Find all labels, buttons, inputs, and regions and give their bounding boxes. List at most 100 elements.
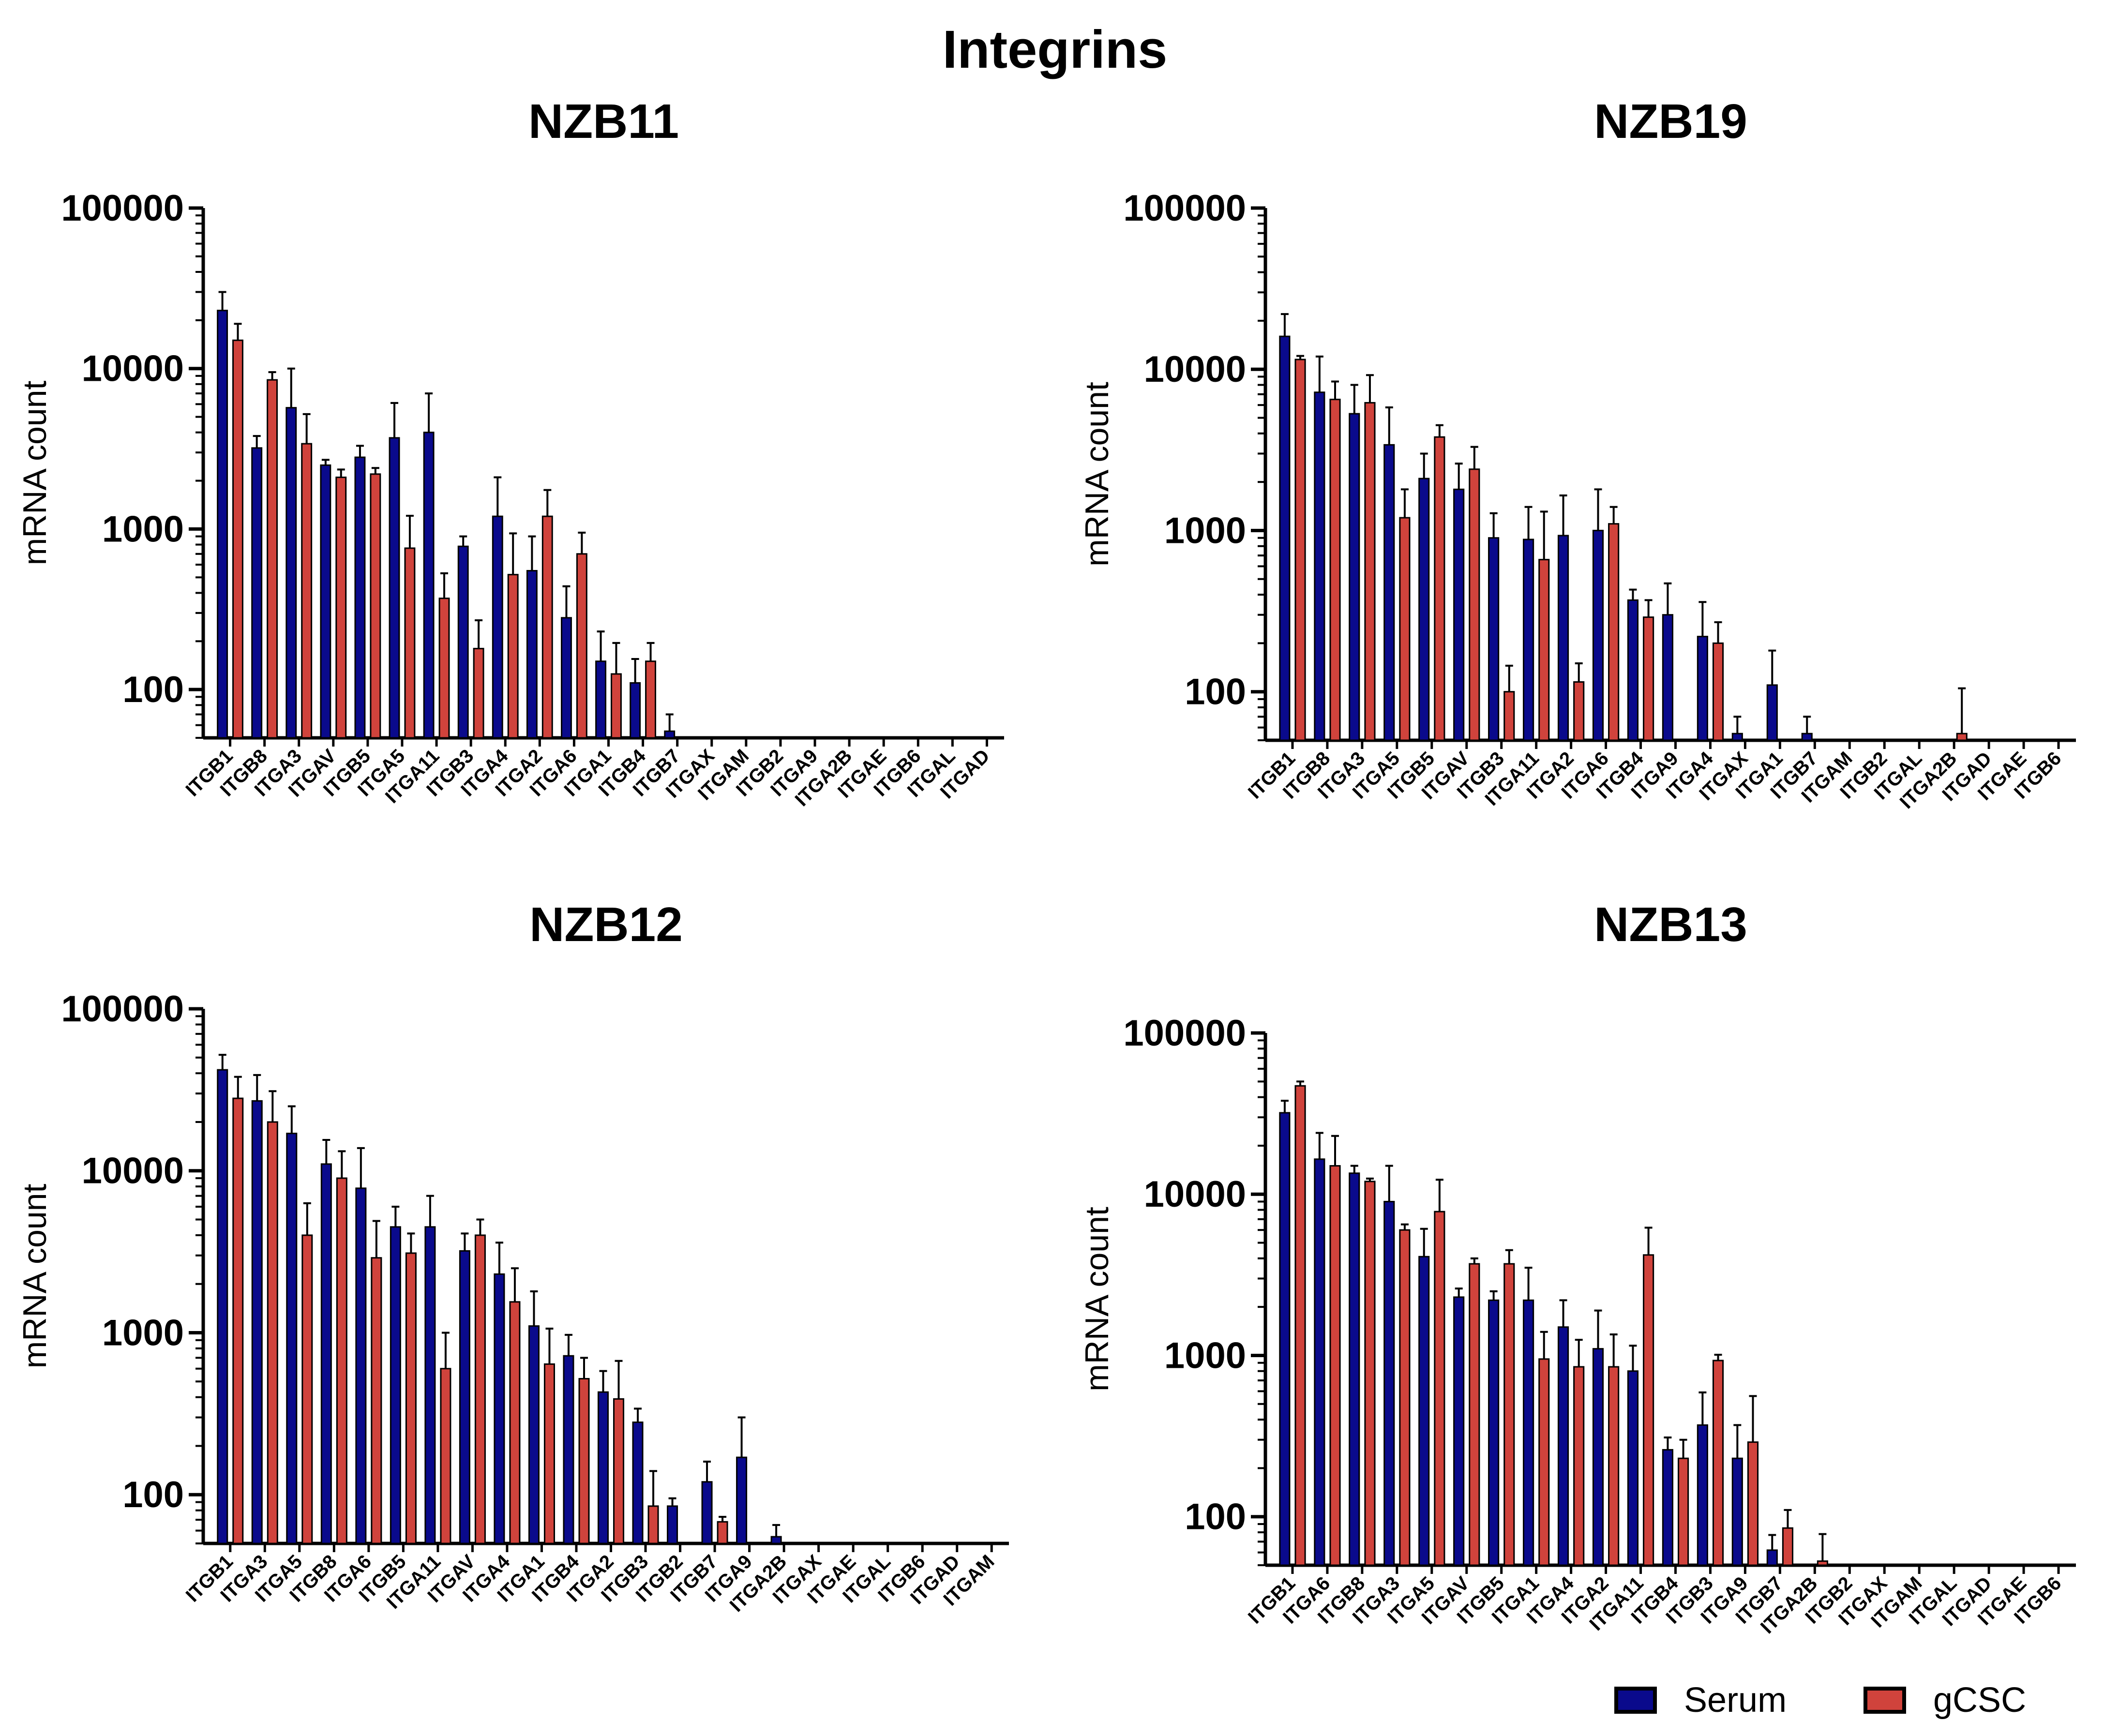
bar-serum xyxy=(1731,1457,1743,1566)
bar-gcsc xyxy=(1817,1560,1828,1566)
y-tick-label: 100 xyxy=(1185,1497,1246,1538)
legend-serum-label: Serum xyxy=(1684,1681,1787,1720)
y-tick-label: 100000 xyxy=(1123,1013,1246,1054)
y-tick-label: 1000 xyxy=(1164,510,1246,551)
bar-serum xyxy=(217,310,228,739)
y-tick-label: 100 xyxy=(122,669,184,710)
bar-gcsc xyxy=(1469,1263,1480,1566)
bar-serum xyxy=(1557,1326,1569,1566)
bar-gcsc xyxy=(647,1505,659,1544)
legend-gcsc-swatch xyxy=(1864,1687,1906,1714)
bar-serum xyxy=(664,730,676,739)
figure-title: Integrins xyxy=(943,20,1168,79)
bar-serum xyxy=(1731,733,1743,741)
bar-serum xyxy=(1627,1370,1639,1566)
bar-serum xyxy=(526,570,538,739)
bar-gcsc xyxy=(370,473,381,739)
y-tick-label: 10000 xyxy=(82,348,184,389)
bar-serum xyxy=(770,1536,782,1544)
bar-serum xyxy=(595,660,607,739)
bar-gcsc xyxy=(1294,1085,1306,1566)
bar-serum xyxy=(561,617,572,739)
bar-gcsc xyxy=(1503,691,1515,741)
bar-serum xyxy=(1418,478,1430,741)
bar-serum xyxy=(1662,1449,1674,1566)
bar-gcsc xyxy=(1503,1263,1515,1566)
bar-gcsc xyxy=(301,443,313,739)
bar-gcsc xyxy=(578,1378,590,1544)
legend-serum-swatch xyxy=(1614,1687,1657,1714)
bar-serum xyxy=(1418,1256,1430,1566)
bar-gcsc xyxy=(1643,1254,1654,1566)
bar-serum xyxy=(1627,599,1639,741)
y-axis-label: mRNA count xyxy=(1079,1207,1115,1392)
bar-gcsc xyxy=(1782,1527,1794,1566)
bar-serum xyxy=(1314,391,1325,741)
bar-gcsc xyxy=(1747,1441,1759,1566)
bar-gcsc xyxy=(507,574,519,739)
y-tick-label: 100 xyxy=(1185,672,1246,713)
bar-serum xyxy=(528,1325,540,1544)
bar-serum xyxy=(390,1226,401,1544)
bar-serum xyxy=(251,1100,263,1544)
bar-gcsc xyxy=(1608,1366,1620,1566)
bar-serum xyxy=(1592,1348,1604,1566)
bar-gcsc xyxy=(611,673,622,739)
y-tick-label: 10000 xyxy=(82,1151,184,1192)
y-tick-label: 10000 xyxy=(1144,1174,1246,1215)
bar-serum xyxy=(389,437,400,739)
bar-serum xyxy=(1349,1172,1360,1566)
bar-serum xyxy=(1766,684,1778,741)
bar-serum xyxy=(1766,1549,1778,1566)
bar-gcsc xyxy=(440,1368,451,1544)
bar-serum xyxy=(736,1456,748,1544)
bar-serum xyxy=(563,1355,574,1544)
bar-gcsc xyxy=(1399,517,1411,741)
y-tick-label: 1000 xyxy=(1164,1335,1246,1376)
bar-gcsc xyxy=(576,553,587,739)
legend-gcsc-label: gCSC xyxy=(1933,1681,2026,1720)
bar-gcsc xyxy=(267,379,278,739)
bar-gcsc xyxy=(1573,1366,1585,1566)
y-axis-label: mRNA count xyxy=(16,1184,53,1369)
bar-serum xyxy=(1557,535,1569,741)
bar-gcsc xyxy=(1573,681,1585,741)
bar-serum xyxy=(423,432,435,739)
bar-serum xyxy=(632,1422,644,1544)
bar-serum xyxy=(1279,335,1291,741)
bar-gcsc xyxy=(335,477,347,739)
bar-gcsc xyxy=(474,1234,486,1544)
bar-serum xyxy=(1801,733,1813,741)
y-tick-label: 1000 xyxy=(102,509,184,550)
bar-gcsc xyxy=(473,647,484,739)
bar-serum xyxy=(1453,1296,1465,1566)
bar-serum xyxy=(457,545,469,739)
bar-serum xyxy=(492,515,503,739)
bar-gcsc xyxy=(371,1257,382,1544)
bar-serum xyxy=(286,1133,298,1544)
bar-serum xyxy=(286,407,297,739)
chart-title: NZB11 xyxy=(528,94,679,149)
bar-gcsc xyxy=(509,1301,521,1544)
bar-serum xyxy=(1592,529,1604,741)
bar-gcsc xyxy=(1434,436,1445,741)
bar-serum xyxy=(424,1226,436,1544)
bar-serum xyxy=(217,1069,228,1544)
bar-serum xyxy=(1488,537,1500,741)
bar-gcsc xyxy=(336,1177,347,1544)
bar-serum xyxy=(320,1163,332,1544)
bar-gcsc xyxy=(1678,1457,1689,1566)
bar-gcsc xyxy=(1329,399,1341,741)
y-tick-label: 100000 xyxy=(1123,188,1246,229)
bar-gcsc xyxy=(1434,1211,1445,1566)
y-tick-label: 100000 xyxy=(61,188,184,229)
bar-gcsc xyxy=(541,515,553,739)
chart-title: NZB19 xyxy=(1594,94,1747,149)
chart-title: NZB12 xyxy=(529,898,683,952)
bar-serum xyxy=(494,1273,505,1544)
bar-serum xyxy=(701,1481,713,1544)
bar-gcsc xyxy=(543,1363,555,1544)
